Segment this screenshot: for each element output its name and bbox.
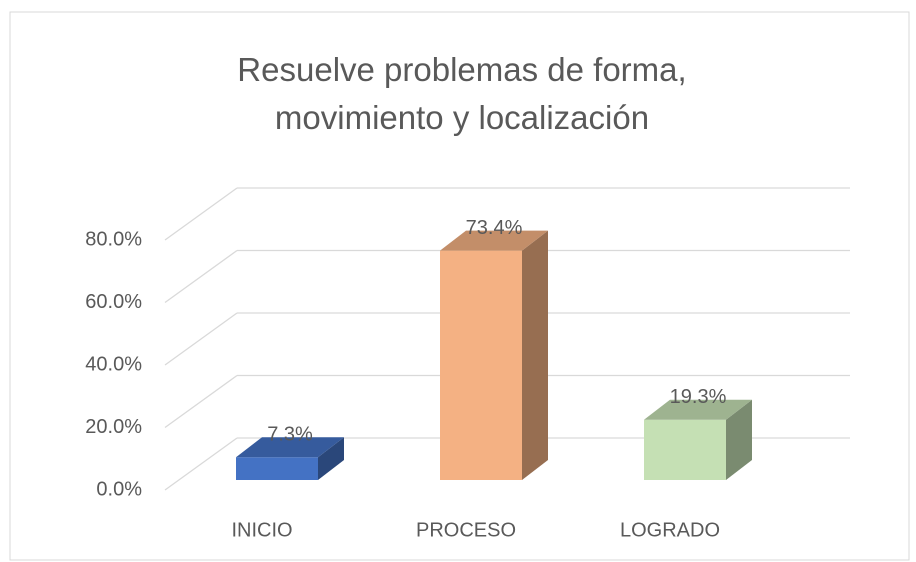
y-tick-label: 80.0% [85,228,142,250]
grid-line [164,187,238,241]
bar-face [644,399,752,420]
bar-face [440,250,522,480]
y-tick-label: 40.0% [85,353,142,375]
bar-face [236,437,344,458]
grid-line [164,249,238,304]
grid-line [164,437,238,491]
x-tick-label: LOGRADO [620,519,720,541]
bar-face [644,419,726,480]
data-label: 7.3% [267,423,313,445]
bar [644,399,752,480]
data-label: 19.3% [670,386,727,408]
bar-face [726,399,752,480]
grid-line [164,312,238,366]
data-label: 73.4% [466,217,523,239]
bar-face [318,437,344,480]
y-tick-label: 20.0% [85,416,142,438]
y-tick-label: 60.0% [85,291,142,313]
grid-line [164,374,238,429]
bar-face [522,230,548,480]
x-tick-label: INICIO [231,519,292,541]
x-tick-label: PROCESO [416,519,516,541]
y-tick-label: 0.0% [96,478,142,500]
bar-face [440,230,548,251]
bar-face [236,457,318,480]
chart-title: Resuelve problemas de forma, movimiento y… [237,51,686,136]
bar [440,230,548,480]
bar [236,437,344,480]
